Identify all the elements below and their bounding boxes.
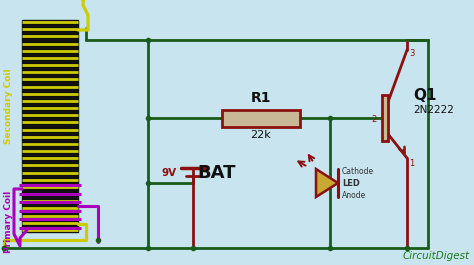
- Text: Cathode: Cathode: [342, 166, 374, 175]
- Text: Primary Coil: Primary Coil: [3, 190, 12, 253]
- Text: R1: R1: [251, 91, 271, 105]
- Text: 9V: 9V: [162, 168, 177, 178]
- Text: LED: LED: [342, 179, 360, 188]
- Text: BAT: BAT: [197, 164, 236, 182]
- Text: 1: 1: [409, 158, 414, 167]
- Text: 22k: 22k: [251, 130, 272, 140]
- Text: 2N2222: 2N2222: [413, 105, 454, 115]
- Text: CircuitDigest: CircuitDigest: [403, 251, 470, 261]
- Text: 2: 2: [372, 116, 377, 125]
- Text: Anode: Anode: [342, 192, 366, 201]
- Bar: [222, 110, 300, 127]
- Text: Q1: Q1: [413, 89, 437, 104]
- Bar: [382, 95, 388, 141]
- Bar: [22, 20, 78, 232]
- Text: 3: 3: [409, 50, 414, 59]
- Text: Secondary Coil: Secondary Coil: [3, 68, 12, 144]
- Polygon shape: [316, 169, 338, 197]
